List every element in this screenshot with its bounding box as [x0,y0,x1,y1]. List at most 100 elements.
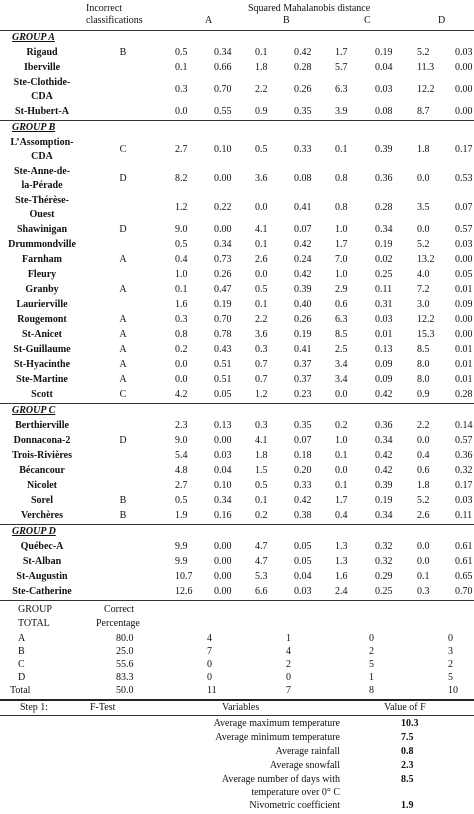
distance-header: Squared Mahalanobis distance [248,3,371,14]
station-name: Berthierville [15,420,69,431]
distance-value: 1.7 [335,495,348,506]
distance-value: 0.70 [214,314,232,325]
ftest-row: Average minimum temperature 7.5 [0,732,474,746]
distance-value: 0.61 [455,556,473,567]
distance-value: 0.4 [335,510,348,521]
distance-value: 0.00 [214,224,232,235]
ftest-row: Average number of days with temperature o… [0,774,474,800]
distance-value: 0.29 [375,571,393,582]
summary-percentage: 50.0 [116,685,134,696]
station-row: Ste-Anne-de-la-Pérade D 8.2 0.00 3.6 0.08 0.8 0… [0,165,474,194]
distance-value: 0.03 [375,314,393,325]
distance-value: 0.13 [214,420,232,431]
station-name: Drummondville [8,239,76,250]
distance-value: 0.34 [214,495,232,506]
incorrect-classification: B [119,510,127,521]
distance-value: 2.3 [175,420,188,431]
distance-value: 0.51 [214,359,232,370]
distance-value: 3.4 [335,359,348,370]
station-name: Ste-Martine [16,374,68,385]
station-row: Shawinigan D 9.0 0.00 4.1 0.07 1.0 0.34 0.0 0.57 [0,223,474,238]
ftest-row: Average snowfall 2.3 [0,760,474,774]
distance-value: 9.9 [175,556,188,567]
distance-value: 2.2 [255,84,268,95]
distance-value: 0.28 [375,202,393,213]
distance-value: 1.7 [335,47,348,58]
station-row: Trois-Rivières 5.4 0.03 1.8 0.18 0.1 0.42 0.4 0.… [0,449,474,464]
distance-value: 0.5 [255,284,268,295]
summary-count: 2 [448,659,453,670]
group-title: GROUP C [12,405,56,416]
distance-value: 0.42 [375,465,393,476]
station-row: Ste-Catherine 12.6 0.00 6.6 0.03 2.4 0.25 0.3 0.… [0,585,474,600]
distance-value: 0.04 [294,571,312,582]
distance-value: 0.0 [255,202,268,213]
summary-count: 11 [207,685,217,696]
distance-value: 10.7 [175,571,193,582]
ftest-value: 2.3 [401,760,414,771]
group-separator [0,403,474,404]
distance-value: 6.3 [335,84,348,95]
ftest-header-rule [0,715,474,716]
distance-value: 1.2 [255,389,268,400]
distance-value: 0.65 [455,571,473,582]
station-row: St-Guillaume A 0.2 0.43 0.3 0.41 2.5 0.13 8.5 0.0… [0,343,474,358]
distance-value: 0.00 [214,556,232,567]
distance-value: 0.04 [375,62,393,73]
summary-count: 7 [207,646,212,657]
distance-value: 5.7 [335,62,348,73]
incorrect-classification: A [119,284,127,295]
distance-value: 0.5 [175,239,188,250]
distance-value: 0.18 [294,450,312,461]
distance-value: 0.00 [455,62,473,73]
distance-value: 0.07 [294,224,312,235]
station-name: Ste-Anne-de- [13,166,71,177]
distance-value: 0.09 [375,359,393,370]
distance-value: 2.5 [335,344,348,355]
station-name: St-Guillaume [13,344,71,355]
distance-value: 1.8 [417,480,430,491]
station-name: Ste-Clothide- [13,77,71,88]
distance-value: 1.8 [255,450,268,461]
distance-value: 5.2 [417,495,430,506]
distance-value: 1.3 [335,541,348,552]
distance-value: 0.05 [214,389,232,400]
distance-value: 0.20 [294,465,312,476]
distance-value: 0.9 [255,106,268,117]
summary-group: D [18,672,26,683]
distance-value: 0.0 [175,374,188,385]
distance-value: 4.1 [255,224,268,235]
distance-value: 0.19 [375,47,393,58]
ftest-variable: temperature over 0° C [251,787,340,798]
distance-value: 0.55 [214,106,232,117]
station-row: Rougemont A 0.3 0.70 2.2 0.26 6.3 0.03 12.2 0.00 [0,313,474,328]
summary-count: 2 [286,659,291,670]
distance-value: 0.37 [294,359,312,370]
distance-value: 0.02 [375,254,393,265]
distance-value: 0.7 [255,359,268,370]
station-row: Iberville 0.1 0.66 1.8 0.28 5.7 0.04 11.3 0.00 [0,61,474,76]
distance-value: 4.0 [417,269,430,280]
station-name: Granby [25,284,59,295]
distance-value: 0.01 [455,344,473,355]
distance-value: 1.6 [175,299,188,310]
summary-percentage-label: Percentage [96,618,140,629]
summary-group-label: GROUP [18,604,52,615]
incorrect-classification: A [119,359,127,370]
distance-value: 0.34 [375,435,393,446]
col-header-b: B [283,15,290,26]
distance-value: 1.0 [335,435,348,446]
distance-value: 1.6 [335,571,348,582]
distance-value: 1.0 [335,224,348,235]
ftest-variable: Average rainfall [275,746,341,757]
distance-value: 0.37 [294,374,312,385]
summary-count: 5 [448,672,453,683]
distance-value: 7.0 [335,254,348,265]
station-name: CDA [31,91,53,102]
distance-value: 0.03 [375,84,393,95]
ftest-variable: Average minimum temperature [215,732,340,743]
incorrect-classification: A [119,314,127,325]
incorrect-classification: A [119,254,127,265]
distance-value: 0.34 [375,510,393,521]
distance-value: 0.36 [375,420,393,431]
